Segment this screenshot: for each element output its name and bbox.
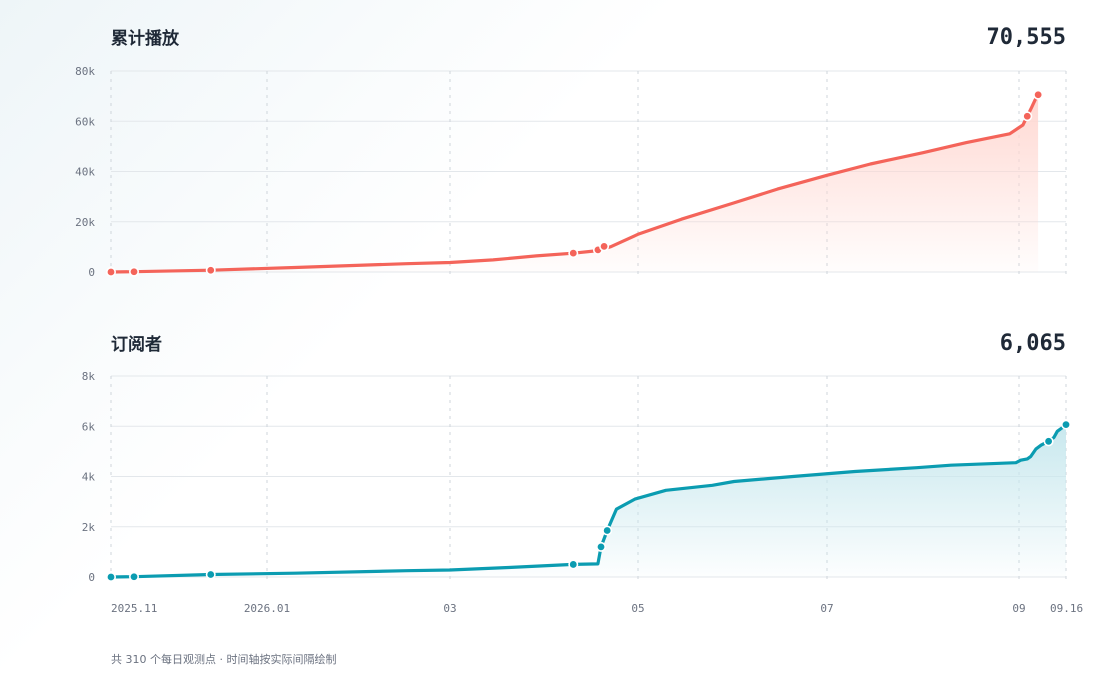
- series-line: [109, 423, 1068, 579]
- chart-panel-2: 订阅者 6,065 0 2k 4k 6k 8k: [82, 331, 1072, 584]
- x-tick-label: 2026.01: [244, 602, 290, 615]
- data-point-marker[interactable]: [1043, 436, 1054, 447]
- panel-total-value: 70,555: [987, 25, 1066, 50]
- y-tick-label: 20k: [75, 216, 95, 229]
- data-point-marker[interactable]: [568, 559, 579, 570]
- data-point-marker[interactable]: [129, 571, 140, 582]
- data-point-marker[interactable]: [602, 525, 613, 536]
- data-point-marker[interactable]: [205, 265, 216, 276]
- y-tick-label: 40k: [75, 166, 95, 179]
- y-tick-label: 0: [88, 266, 95, 279]
- y-tick-label: 80k: [75, 65, 95, 78]
- y-tick-label: 6k: [82, 420, 96, 433]
- y-tick-label: 0: [88, 571, 95, 584]
- data-point-marker[interactable]: [106, 571, 117, 582]
- y-tick-label: 8k: [82, 370, 96, 383]
- series-line: [109, 93, 1040, 274]
- y-tick-label: 2k: [82, 521, 96, 534]
- panel-title: 订阅者: [111, 334, 162, 355]
- data-point-marker[interactable]: [1033, 89, 1044, 100]
- x-axis: 2025.11 2026.01 03 05 07 09 09.16: [111, 602, 1083, 615]
- x-tick-label: 09.16: [1050, 602, 1083, 615]
- chart-panel-1: 累计播放 70,555 0 20k 40k 60k 80k: [75, 25, 1067, 279]
- data-point-marker[interactable]: [106, 266, 117, 277]
- data-point-marker[interactable]: [1061, 419, 1072, 430]
- x-tick-label: 05: [631, 602, 644, 615]
- footnote: 共 310 个每日观测点 · 时间轴按实际间隔绘制: [111, 653, 337, 666]
- series-area: [111, 94, 1039, 272]
- series-area: [111, 424, 1066, 577]
- data-point-marker[interactable]: [129, 266, 140, 277]
- data-point-marker[interactable]: [568, 248, 579, 259]
- data-point-marker[interactable]: [1022, 111, 1033, 122]
- x-tick-label: 2025.11: [111, 602, 157, 615]
- data-point-marker[interactable]: [599, 241, 610, 252]
- panel-title: 累计播放: [111, 28, 180, 49]
- x-tick-label: 09: [1012, 602, 1025, 615]
- panel-total-value: 6,065: [1000, 331, 1066, 356]
- x-tick-label: 03: [443, 602, 456, 615]
- y-tick-label: 4k: [82, 471, 96, 484]
- x-tick-label: 07: [820, 602, 833, 615]
- data-point-marker[interactable]: [205, 569, 216, 580]
- y-tick-label: 60k: [75, 115, 95, 128]
- data-point-marker[interactable]: [596, 541, 607, 552]
